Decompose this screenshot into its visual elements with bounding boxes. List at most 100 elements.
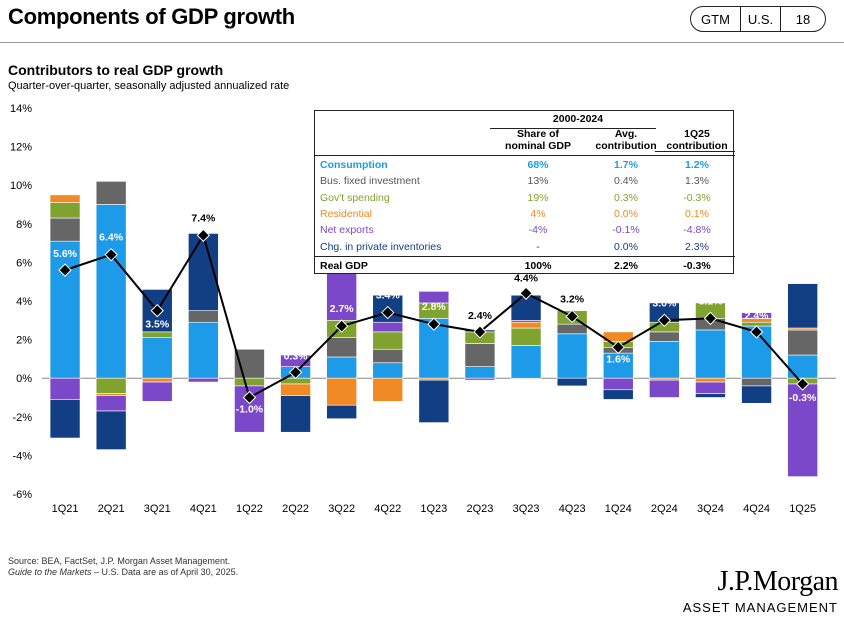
table-cell: -4% (528, 224, 548, 237)
table-cell: Real GDP (320, 259, 368, 272)
chart-subtitle: Quarter-over-quarter, seasonally adjuste… (8, 80, 290, 92)
gdp-marker (381, 305, 395, 320)
gdp-data-label: 4.4% (514, 272, 539, 284)
bar-segment (49, 240, 81, 379)
badge-region: U.S. (741, 7, 781, 31)
table-row: Net exports -4% -0.1% -4.8% (315, 222, 735, 238)
y-tick-label: -6% (12, 489, 32, 501)
table-column-headers: Share of nominal GDP Avg. contribution 1Q2… (315, 126, 735, 154)
gdp-marker (58, 263, 72, 277)
bar-segment (280, 383, 311, 396)
bar-segment (741, 385, 772, 404)
table-cell: 4% (530, 207, 546, 220)
x-tick-label: 1Q23 (420, 503, 447, 515)
bar-segment (141, 381, 173, 402)
x-tick-label: 2Q23 (466, 503, 493, 515)
gdp-data-label: 5.6% (53, 248, 78, 260)
asset-management-label: ASSET MANAGEMENT (682, 600, 838, 615)
gdp-marker (565, 309, 579, 324)
table-cell: - (536, 240, 540, 253)
y-tick-label: 6% (16, 257, 32, 269)
table-row: Consumption 68% 1.7% 1.2% (315, 157, 735, 173)
x-tick-label: 1Q24 (605, 503, 632, 515)
gdp-marker (657, 313, 672, 328)
x-tick-label: 1Q22 (236, 503, 263, 515)
bar-segment (234, 377, 265, 387)
gdp-marker (611, 340, 625, 355)
gdp-marker (427, 317, 441, 331)
bar-segment (418, 291, 450, 304)
bar-segment (602, 377, 634, 391)
y-tick-label: 2% (16, 335, 32, 347)
table-cell: Net exports (320, 224, 374, 237)
gdp-data-label: 2.4% (745, 310, 770, 322)
x-tick-label: 2Q24 (651, 503, 678, 515)
gdp-data-label: 2.8% (422, 301, 447, 313)
bar-segment (280, 395, 311, 433)
bar-segment (556, 333, 588, 379)
bar-segment (95, 410, 127, 450)
bar-segment (188, 321, 219, 379)
gdp-marker (288, 365, 303, 380)
bar-segment (695, 377, 726, 383)
table-cell: -0.3% (683, 191, 711, 204)
table-cell: 19% (527, 191, 549, 204)
gdp-marker (795, 377, 810, 391)
y-tick-label: 0% (16, 373, 32, 385)
source-note: Source: BEA, FactSet, J.P. Morgan Asset … (8, 556, 230, 566)
guide-note: Guide to the Markets – U.S. Data are as … (8, 567, 238, 577)
table-group-header: 2000-2024 (552, 113, 604, 125)
table-group-rule (490, 128, 656, 129)
table-cell: 0.0% (614, 207, 638, 220)
bar-segment (49, 399, 81, 439)
gdp-marker (242, 390, 257, 405)
bar-segment (787, 354, 818, 379)
table-cell: 0.0% (614, 240, 638, 253)
bar-segment (95, 395, 127, 412)
bar-segment (741, 312, 772, 319)
guide-title: Guide to the Markets (8, 567, 92, 577)
bar-segment (464, 377, 496, 381)
table-column-header: Share of nominal GDP (505, 128, 571, 152)
bar-segment (695, 329, 726, 379)
bar-segment (326, 377, 357, 406)
table-1q25-rule (655, 151, 735, 152)
x-tick-label: 1Q21 (52, 503, 79, 515)
bar-segment (418, 379, 450, 423)
y-tick-label: -2% (12, 412, 32, 424)
x-tick-label: 3Q22 (328, 503, 355, 515)
bar-segment (95, 204, 127, 379)
bar-segment (372, 348, 404, 364)
table-cell: 100% (524, 259, 552, 272)
bar-segment (649, 379, 680, 398)
bar-segment (95, 377, 127, 394)
y-tick-label: 4% (16, 296, 32, 308)
table-cell: 2.2% (614, 259, 638, 272)
gdp-contribution-table: 2000-2024 Share of nominal GDP Avg. contr… (314, 110, 735, 274)
table-row: Bus. fixed investment 13% 0.4% 1.3% (315, 173, 735, 189)
bar-segment (326, 337, 357, 358)
table-cell: 1.7% (614, 159, 638, 171)
bar-segment (188, 377, 219, 383)
bar-segment (464, 366, 496, 379)
y-tick-label: 12% (10, 142, 32, 154)
bar-segment (372, 321, 404, 333)
bar-segment (49, 217, 81, 242)
bar-segment (787, 329, 818, 356)
y-tick-label: 14% (10, 103, 32, 115)
gdp-data-label: 3.1% (698, 295, 723, 307)
bar-segment (372, 362, 404, 379)
bar-segment (695, 393, 726, 398)
table-row: Gov't spending 19% 0.3% -0.3% (315, 190, 735, 206)
table-column-header: Avg. contribution (595, 128, 657, 152)
badge-gtm: GTM (691, 7, 741, 31)
bar-segment (464, 343, 496, 367)
gdp-marker (749, 325, 764, 339)
table-row: Residential 4% 0.0% 0.1% (315, 206, 735, 222)
gdp-data-label: 0.3% (284, 350, 309, 362)
gdp-marker (196, 228, 211, 243)
bar-segment (602, 389, 634, 400)
table-cell: 2.3% (685, 240, 709, 253)
gdp-data-label: -0.3% (789, 392, 817, 404)
table-cell: Gov't spending (320, 191, 390, 204)
